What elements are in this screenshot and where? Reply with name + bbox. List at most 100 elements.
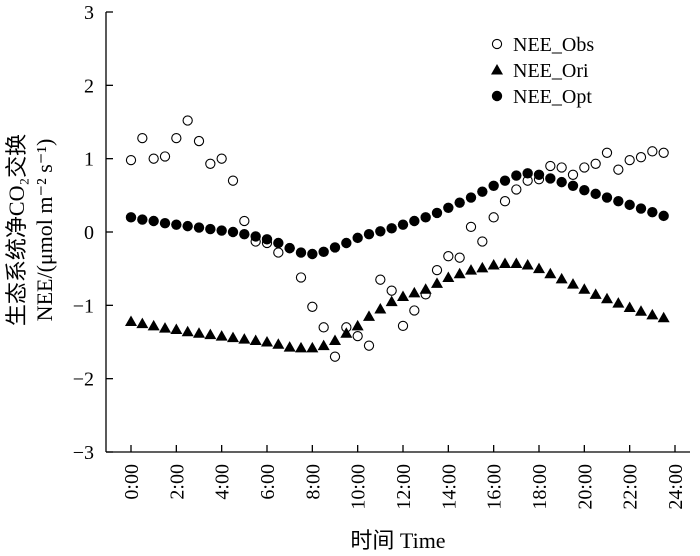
point-nee-opt <box>420 212 431 223</box>
point-nee-opt <box>375 226 386 237</box>
y-axis-title: 生态系统净CO₂交换 NEE/(μmol m⁻² s⁻¹) <box>4 134 57 326</box>
point-nee-obs <box>352 330 363 342</box>
point-nee-opt <box>431 207 443 219</box>
point-nee-opt <box>499 175 511 186</box>
point-nee-obs <box>556 162 567 173</box>
point-nee-ori <box>215 330 228 341</box>
point-nee-obs <box>386 285 397 296</box>
point-nee-opt <box>261 234 273 245</box>
point-nee-opt <box>239 229 250 240</box>
x-tick-label: 2:00 <box>166 464 188 500</box>
x-tick-label: 12:00 <box>393 464 415 510</box>
point-nee-ori <box>272 338 285 349</box>
point-nee-opt <box>284 242 295 254</box>
point-nee-opt <box>341 237 352 249</box>
point-nee-obs <box>216 153 227 164</box>
point-nee-obs <box>647 146 658 157</box>
point-nee-obs <box>567 169 579 180</box>
point-nee-ori <box>499 257 511 269</box>
point-nee-ori <box>612 297 625 308</box>
point-nee-obs <box>397 320 409 332</box>
point-nee-opt <box>590 188 601 200</box>
point-nee-ori <box>555 272 568 284</box>
point-nee-ori <box>147 319 160 331</box>
legend-label: NEE_Obs <box>513 34 594 56</box>
point-nee-ori <box>623 301 636 313</box>
point-nee-opt <box>556 176 567 188</box>
point-nee-opt <box>352 232 363 244</box>
point-nee-opt <box>148 215 159 227</box>
point-nee-ori <box>453 267 466 279</box>
point-nee-obs <box>182 115 193 126</box>
point-nee-ori <box>544 267 557 279</box>
point-nee-ori <box>249 334 262 346</box>
point-nee-opt <box>624 199 635 211</box>
point-nee-opt <box>613 196 624 207</box>
point-nee-opt <box>193 222 205 233</box>
x-tick-label: 10:00 <box>348 464 370 510</box>
point-nee-ori <box>261 336 273 347</box>
point-nee-opt <box>511 170 522 181</box>
point-nee-ori <box>487 259 500 270</box>
point-nee-ori <box>295 341 307 353</box>
point-nee-obs <box>635 152 647 163</box>
point-nee-opt <box>454 197 465 208</box>
point-nee-ori <box>238 333 251 344</box>
point-nee-opt <box>545 173 556 184</box>
y-tick-label: 1 <box>84 149 94 171</box>
point-nee-ori <box>442 271 455 282</box>
point-nee-ori <box>159 322 171 333</box>
point-nee-ori <box>567 278 579 289</box>
point-nee-obs <box>375 274 386 285</box>
point-nee-obs <box>579 162 590 173</box>
point-nee-opt <box>250 231 261 242</box>
point-nee-obs <box>148 153 159 164</box>
point-nee-ori <box>351 319 364 331</box>
point-nee-opt <box>443 202 454 213</box>
point-nee-obs <box>499 196 511 207</box>
point-nee-ori <box>431 277 443 288</box>
point-nee-obs <box>295 272 307 283</box>
point-nee-obs <box>443 251 454 262</box>
point-nee-ori <box>510 257 523 269</box>
point-nee-opt <box>182 220 193 232</box>
point-nee-ori <box>385 295 398 307</box>
point-nee-obs <box>273 247 284 258</box>
y-tick-label: 0 <box>84 222 94 244</box>
point-nee-ori <box>521 259 534 270</box>
y-axis-title-line2: NEE/(μmol m⁻² s⁻¹) <box>32 139 57 322</box>
point-nee-obs <box>137 132 148 144</box>
legend-marker-nee-opt <box>491 90 503 102</box>
x-tick-label: 14:00 <box>438 464 460 510</box>
point-nee-ori <box>578 283 591 294</box>
point-nee-obs <box>658 147 669 158</box>
series-nee-obs <box>125 115 669 362</box>
point-nee-obs <box>193 135 205 147</box>
point-nee-ori <box>635 305 647 316</box>
point-nee-opt <box>125 212 137 223</box>
point-nee-opt <box>658 210 669 222</box>
point-nee-ori <box>646 308 659 320</box>
point-nee-obs <box>431 264 443 276</box>
point-nee-obs <box>227 175 239 186</box>
y-ticks: 3 2 1 0 −1 −2 −3 <box>73 2 113 464</box>
point-nee-obs <box>477 236 488 247</box>
point-nee-obs <box>125 154 137 166</box>
point-nee-ori <box>589 288 602 299</box>
point-nee-opt <box>477 186 488 197</box>
x-tick-label: 20:00 <box>574 464 596 510</box>
point-nee-opt <box>205 223 216 235</box>
point-nee-opt <box>465 192 477 203</box>
point-nee-opt <box>567 180 579 191</box>
point-nee-obs <box>159 151 171 162</box>
point-nee-ori <box>170 323 183 335</box>
y-tick-label: −3 <box>73 442 94 464</box>
point-nee-ori <box>465 264 477 275</box>
point-nee-opt <box>227 226 239 238</box>
y-axis-title-line1: 生态系统净CO₂交换 <box>4 134 29 326</box>
point-nee-obs <box>511 184 522 195</box>
point-nee-opt <box>216 225 227 236</box>
point-nee-obs <box>409 305 420 316</box>
point-nee-ori <box>408 286 421 298</box>
point-nee-ori <box>306 341 319 353</box>
